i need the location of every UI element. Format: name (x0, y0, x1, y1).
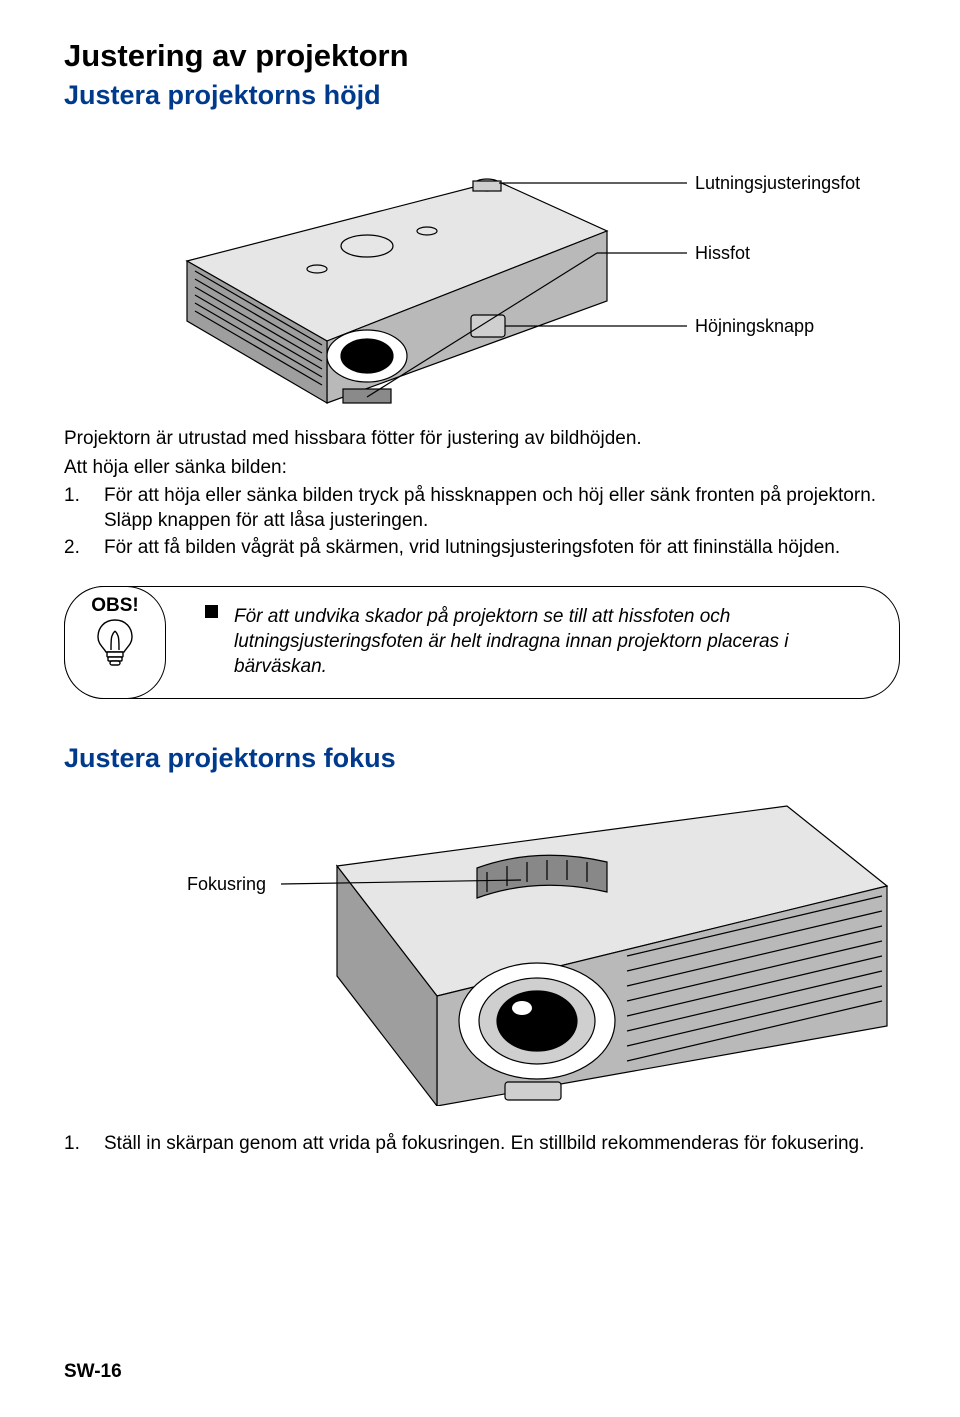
diagram-projector-height: Lutningsjusteringsfot Hissfot Höjningskn… (67, 121, 897, 411)
step-1-number: 1. (64, 484, 104, 533)
height-steps: 1. För att höja eller sänka bilden tryck… (64, 484, 900, 560)
step-2: 2. För att få bilden vågrät på skärmen, … (64, 536, 900, 561)
section2-title: Justera projektorns fokus (64, 743, 900, 774)
note-callout: OBS! För att undvika skador på projektor… (64, 586, 900, 698)
section1-title: Justera projektorns höjd (64, 80, 900, 111)
page-title: Justering av projektorn (64, 38, 900, 74)
focus-steps: 1. Ställ in skärpan genom att vrida på f… (64, 1132, 900, 1157)
lightbulb-icon (93, 617, 137, 667)
label-focus-ring: Fokusring (187, 874, 266, 895)
intro-paragraph: Projektorn är utrustad med hissbara fött… (64, 427, 900, 452)
page-footer: SW-16 (64, 1361, 122, 1383)
note-badge: OBS! (64, 586, 166, 698)
step-1-text: För att höja eller sänka bilden tryck på… (104, 484, 900, 533)
step-2-number: 2. (64, 536, 104, 561)
bullet-square-icon (205, 605, 218, 618)
note-badge-text: OBS! (91, 595, 139, 617)
label-raise-button: Höjningsknapp (695, 316, 814, 337)
step-2-text: För att få bilden vågrät på skärmen, vri… (104, 536, 840, 561)
focus-step-1-number: 1. (64, 1132, 104, 1157)
label-elevator-foot: Hissfot (695, 243, 750, 264)
focus-step-1-text: Ställ in skärpan genom att vrida på foku… (104, 1132, 864, 1157)
focus-step-1: 1. Ställ in skärpan genom att vrida på f… (64, 1132, 900, 1157)
note-text: För att undvika skador på projektorn se … (234, 605, 871, 679)
subintro-paragraph: Att höja eller sänka bilden: (64, 456, 900, 481)
step-1: 1. För att höja eller sänka bilden tryck… (64, 484, 900, 533)
label-tilt-foot: Lutningsjusteringsfot (695, 173, 860, 194)
diagram-projector-focus: Fokusring (67, 796, 897, 1106)
